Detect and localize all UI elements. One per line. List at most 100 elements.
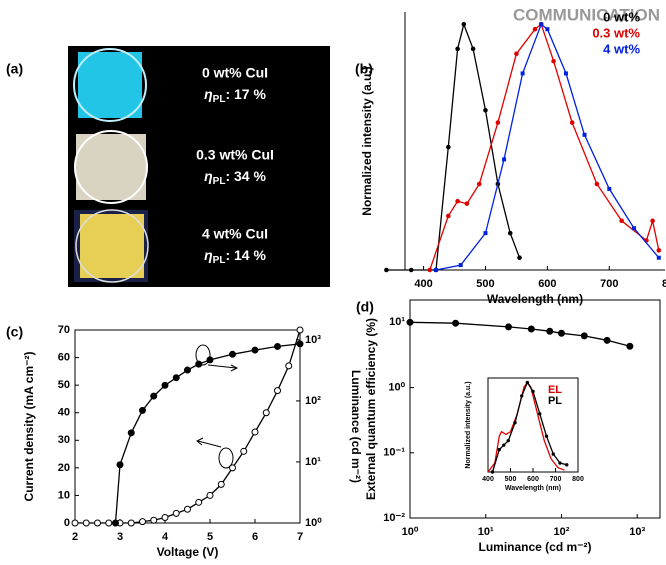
point [151, 393, 157, 399]
point [604, 337, 610, 343]
legend-entry: 0 wt% [603, 9, 640, 24]
point [297, 341, 303, 347]
series-line [386, 24, 519, 270]
point [83, 520, 89, 526]
x-tick-label: 5 [207, 531, 213, 543]
point [521, 395, 523, 397]
point [462, 22, 466, 26]
point [566, 464, 568, 466]
point [570, 121, 574, 125]
point [95, 520, 101, 526]
point [595, 182, 599, 186]
point [518, 256, 522, 260]
sample-name: 4 wt% CuI [202, 226, 268, 242]
chart: 400500600700800Wavelength (nm)Normalized… [355, 9, 666, 306]
point [230, 465, 236, 471]
point [496, 121, 500, 125]
point [528, 326, 534, 332]
point [196, 499, 202, 505]
point [185, 506, 191, 512]
y-axis-label: External quantum efficiency (%) [364, 318, 378, 500]
point [539, 413, 541, 415]
point [465, 202, 469, 206]
point [128, 520, 134, 526]
x-axis-label: Voltage (V) [157, 545, 219, 559]
x-tick-label: 10² [554, 526, 570, 538]
y2-tick-label: 10⁰ [305, 517, 322, 529]
point [434, 268, 438, 272]
point [252, 347, 258, 353]
point [106, 520, 112, 526]
point [140, 519, 146, 525]
y-tick-label: 10⁻¹ [383, 447, 405, 459]
x-tick-label: 400 [482, 476, 494, 483]
y2-tick-label: 10² [305, 395, 321, 407]
x-tick-label: 600 [538, 278, 556, 290]
y-axis-label: Normalized intensity (a.u.) [465, 381, 472, 468]
point [515, 52, 519, 56]
y-tick-label: 30 [58, 434, 70, 446]
y-tick-label: 10¹ [389, 316, 405, 328]
x-tick-label: 800 [572, 476, 584, 483]
point [207, 357, 213, 363]
series-line [410, 322, 630, 346]
point [545, 435, 547, 437]
point [545, 27, 549, 31]
point [275, 388, 281, 394]
point [552, 453, 554, 455]
point [477, 182, 481, 186]
point [263, 410, 269, 416]
panel-label: (d) [356, 299, 374, 315]
point [407, 319, 413, 325]
point [502, 157, 506, 161]
point [459, 263, 463, 267]
photo [80, 214, 144, 278]
x-tick-label: 600 [527, 476, 539, 483]
point [552, 59, 556, 63]
y-tick-label: 40 [58, 407, 70, 419]
x-tick-label: 2 [72, 531, 78, 543]
x-tick-label: 3 [117, 531, 123, 543]
eta-symbol: η [204, 86, 213, 102]
point [514, 422, 516, 424]
point [117, 462, 123, 468]
point [275, 343, 281, 349]
eta-symbol: η [204, 247, 213, 263]
point [297, 327, 303, 333]
point [196, 361, 202, 367]
point [385, 268, 389, 272]
point [252, 429, 258, 435]
point [72, 520, 78, 526]
point [447, 214, 451, 218]
y-tick-label: 10 [58, 489, 70, 501]
point [532, 390, 534, 392]
point [230, 351, 236, 357]
x-axis-label: Wavelength (nm) [487, 292, 583, 306]
point [651, 219, 655, 223]
point [632, 226, 636, 230]
x-tick-label: 400 [414, 278, 432, 290]
point [453, 320, 459, 326]
point [162, 382, 168, 388]
y-tick-label: 20 [58, 462, 70, 474]
panel-label: (c) [6, 324, 23, 340]
eta-subscript: PL [213, 176, 226, 187]
plot-frame [75, 330, 300, 523]
x-tick-label: 4 [162, 531, 169, 543]
point [657, 249, 661, 253]
point [173, 510, 179, 516]
point [657, 256, 661, 260]
panel-label: (b) [355, 61, 373, 77]
point [526, 381, 528, 383]
point [498, 448, 500, 450]
y2-tick-label: 10³ [305, 334, 321, 346]
y-tick-label: 70 [58, 324, 70, 336]
x-axis-label: Luminance (cd m⁻²) [478, 540, 591, 554]
eta-value: : 17 % [225, 86, 266, 102]
y-tick-label: 0 [64, 517, 70, 529]
sample-name: 0.3 wt% CuI [196, 147, 274, 163]
point [547, 328, 553, 334]
point [627, 343, 633, 349]
x-tick-label: 800 [662, 278, 666, 290]
